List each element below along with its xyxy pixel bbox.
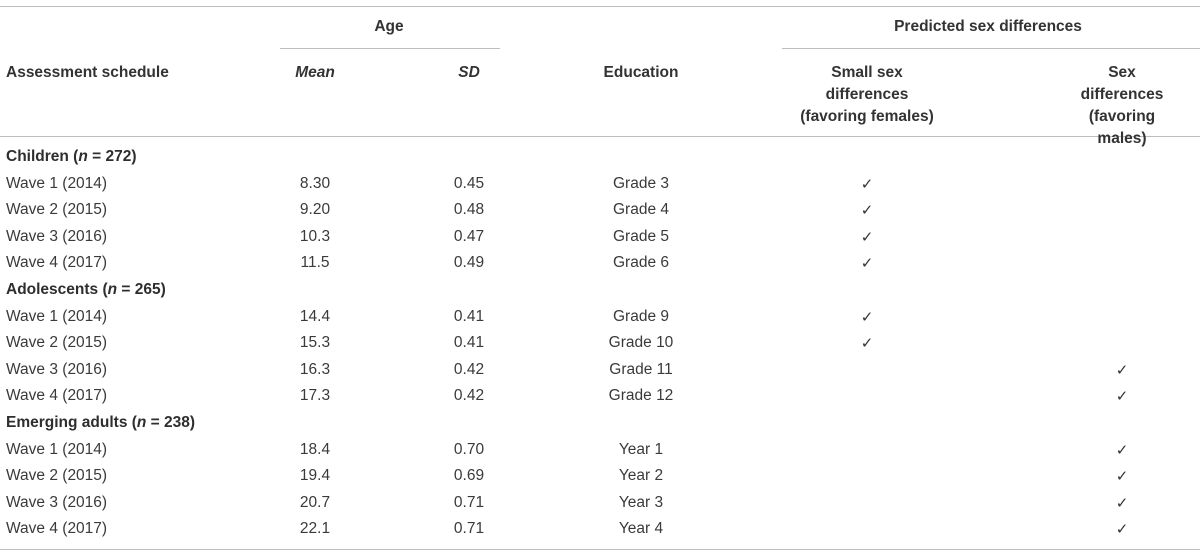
check-icon: ✓ — [860, 202, 874, 220]
check-icon: ✓ — [860, 175, 874, 193]
group-n-variable: n — [78, 148, 88, 165]
group-n-variable: n — [136, 414, 147, 431]
check-icon: ✓ — [1115, 494, 1129, 512]
education-cell: Year 1 — [618, 440, 664, 458]
wave-cell: Wave 2 (2015) — [6, 201, 108, 219]
col-header-males-line1: Sex differences — [1080, 64, 1164, 103]
group-n-value: = 265) — [117, 281, 166, 298]
check-icon: ✓ — [860, 255, 874, 273]
education-cell: Grade 11 — [609, 360, 673, 378]
mean-age-cell: 8.30 — [299, 174, 331, 192]
group-name: Adolescents — [6, 281, 99, 298]
check-icon: ✓ — [1115, 361, 1129, 379]
mean-age-cell: 16.3 — [299, 360, 331, 378]
check-icon: ✓ — [1115, 468, 1129, 486]
predicted-group-header: Predicted sex differences — [894, 18, 1082, 35]
wave-cell: Wave 3 (2016) — [6, 493, 108, 511]
age-group-header: Age — [374, 18, 404, 35]
wave-cell: Wave 3 (2016) — [6, 360, 108, 378]
wave-cell: Wave 2 (2015) — [6, 334, 108, 352]
group-label: Children (n = 272) — [6, 146, 137, 168]
group-n-prefix: ( — [98, 281, 108, 298]
col-header-small-differences: Small sex differences (favoring females) — [800, 62, 934, 128]
group-label: Emerging adults (n = 238) — [6, 412, 195, 434]
wave-cell: Wave 3 (2016) — [6, 227, 108, 245]
sd-age-cell: 0.71 — [453, 493, 485, 511]
col-header-sd: SD — [458, 64, 480, 81]
header-bottom-rule — [0, 136, 1200, 137]
education-cell: Grade 6 — [612, 254, 670, 272]
education-cell: Year 3 — [618, 493, 664, 511]
wave-cell: Wave 1 (2014) — [6, 174, 108, 192]
sd-age-cell: 0.45 — [453, 174, 485, 192]
mean-age-cell: 19.4 — [299, 467, 331, 485]
education-cell: Grade 9 — [612, 307, 670, 325]
education-cell: Grade 3 — [612, 174, 670, 192]
group-label: Adolescents (n = 265) — [6, 279, 166, 301]
sd-age-cell: 0.69 — [453, 467, 485, 485]
education-cell: Grade 4 — [612, 201, 670, 219]
col-header-schedule: Assessment schedule — [6, 64, 169, 81]
wave-cell: Wave 4 (2017) — [6, 254, 108, 272]
sd-age-cell: 0.48 — [453, 201, 485, 219]
col-header-education: Education — [603, 64, 679, 81]
sd-age-cell: 0.70 — [453, 440, 485, 458]
education-cell: Year 2 — [618, 467, 664, 485]
mean-age-cell: 10.3 — [299, 227, 331, 245]
sd-age-cell: 0.41 — [453, 307, 485, 325]
wave-cell: Wave 4 (2017) — [6, 520, 108, 538]
sd-age-cell: 0.41 — [453, 334, 485, 352]
mean-age-cell: 9.20 — [299, 201, 331, 219]
col-header-small-line3: (favoring females) — [800, 108, 934, 125]
check-icon: ✓ — [860, 308, 874, 326]
education-cell: Grade 10 — [608, 334, 674, 352]
education-cell: Grade 12 — [608, 387, 674, 405]
age-group-rule — [280, 48, 500, 49]
wave-cell: Wave 2 (2015) — [6, 467, 108, 485]
group-n-prefix: ( — [68, 148, 79, 165]
mean-age-cell: 14.4 — [299, 307, 331, 325]
sd-age-cell: 0.42 — [453, 360, 485, 378]
mean-age-cell: 11.5 — [300, 254, 330, 272]
wave-cell: Wave 1 (2014) — [6, 307, 108, 325]
education-cell: Year 4 — [618, 520, 664, 538]
sd-age-cell: 0.42 — [453, 387, 485, 405]
mean-age-cell: 20.7 — [299, 493, 331, 511]
top-rule — [0, 6, 1200, 7]
mean-age-cell: 17.3 — [299, 387, 331, 405]
col-header-favoring-males: Sex differences (favoring males) — [1081, 62, 1164, 150]
sd-age-cell: 0.71 — [453, 520, 485, 538]
wave-cell: Wave 1 (2014) — [6, 440, 108, 458]
group-n-prefix: ( — [127, 414, 137, 431]
group-n-value: = 238) — [146, 414, 196, 431]
group-name: Children — [6, 148, 69, 165]
sd-age-cell: 0.47 — [453, 227, 485, 245]
group-n-value: = 272) — [87, 148, 137, 165]
check-icon: ✓ — [860, 228, 874, 246]
predicted-group-rule — [782, 48, 1200, 49]
col-header-mean: Mean — [295, 64, 335, 81]
bottom-rule — [0, 549, 1200, 550]
col-header-males-line2: (favoring males) — [1088, 108, 1156, 147]
col-header-small-line2: differences — [825, 86, 909, 103]
group-name: Emerging adults — [6, 414, 128, 431]
col-header-small-line1: Small sex — [831, 64, 903, 81]
mean-age-cell: 22.1 — [299, 520, 331, 538]
mean-age-cell: 15.3 — [299, 334, 331, 352]
check-icon: ✓ — [1115, 521, 1129, 539]
check-icon: ✓ — [1115, 388, 1129, 406]
education-cell: Grade 5 — [612, 227, 670, 245]
sd-age-cell: 0.49 — [453, 254, 485, 272]
mean-age-cell: 18.4 — [299, 440, 331, 458]
check-icon: ✓ — [1115, 441, 1129, 459]
group-n-variable: n — [107, 281, 118, 298]
wave-cell: Wave 4 (2017) — [6, 387, 108, 405]
check-icon: ✓ — [860, 335, 874, 353]
